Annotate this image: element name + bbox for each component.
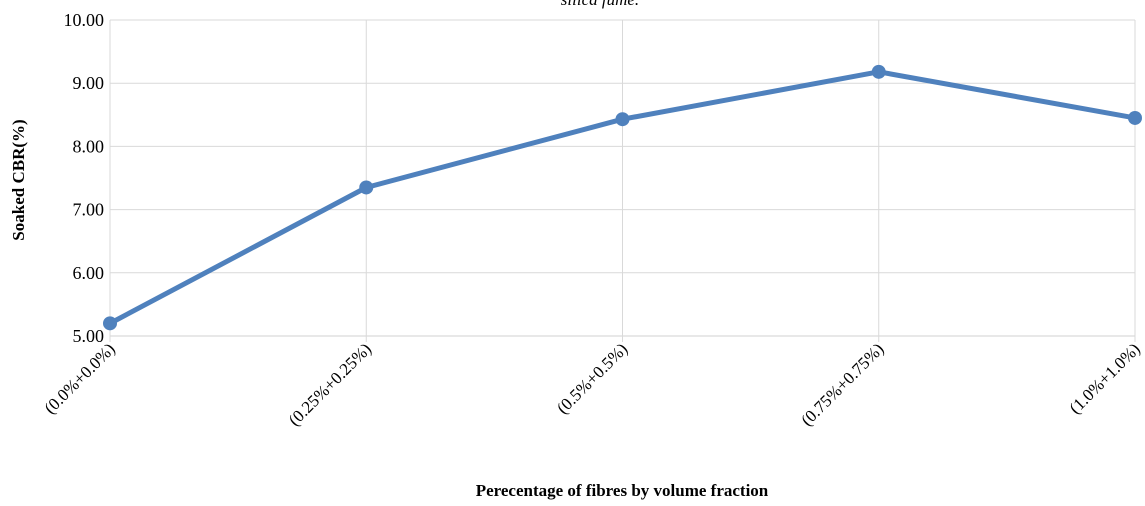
gridlines <box>109 19 1136 342</box>
y-axis-ticks: 5.00 6.00 7.00 8.00 9.00 10.00 <box>64 10 105 346</box>
x-axis-title: Perecentage of fibres by volume fraction <box>476 481 769 500</box>
data-point <box>615 112 630 127</box>
x-tick-label: (0.25%+0.25%) <box>285 339 375 429</box>
x-tick-label: (1.0%+1.0%) <box>1066 339 1144 417</box>
chart-title: silica fume. <box>561 0 639 9</box>
data-point <box>871 64 886 79</box>
y-tick-label: 5.00 <box>73 326 105 346</box>
y-tick-label: 7.00 <box>73 200 105 220</box>
data-point <box>359 180 374 195</box>
series-layer <box>103 64 1142 331</box>
x-axis-ticks: (0.0%+0.0%) (0.25%+0.25%) (0.5%+0.5%) (0.75… <box>41 339 1144 429</box>
data-point <box>1128 110 1142 125</box>
y-tick-label: 6.00 <box>73 263 105 283</box>
y-tick-label: 8.00 <box>73 136 105 156</box>
y-tick-label: 9.00 <box>73 73 105 93</box>
x-tick-label: (0.5%+0.5%) <box>553 339 631 417</box>
y-tick-label: 10.00 <box>64 10 105 30</box>
data-point <box>103 316 117 331</box>
x-tick-label: (0.75%+0.75%) <box>797 339 887 429</box>
y-axis-title: Soaked CBR(%) <box>9 119 28 240</box>
x-tick-label: (0.0%+0.0%) <box>41 339 119 417</box>
